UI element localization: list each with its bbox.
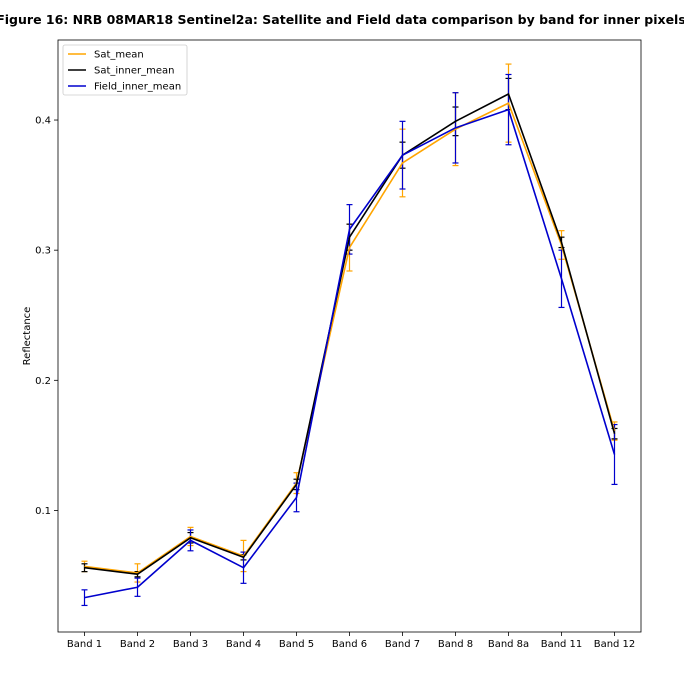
error-bar: [81, 589, 88, 607]
series-lines: [84, 93, 616, 599]
legend-item: Field_inner_mean: [68, 82, 181, 93]
x-tick-label: Band 1: [67, 639, 102, 650]
legend-item: Sat_mean: [68, 50, 144, 61]
legend-item: Sat_inner_mean: [68, 66, 174, 77]
series-line-Sat_inner_mean: [84, 93, 616, 576]
plot-frame: [57, 39, 642, 633]
x-tick-label: Band 3: [173, 639, 208, 650]
chart-title: Figure 16: NRB 08MAR18 Sentinel2a: Satel…: [0, 12, 684, 27]
y-tick-label: 0.1: [35, 506, 51, 517]
y-axis-label: Reflectance: [22, 307, 33, 366]
legend: Sat_mean Sat_inner_mean Field_inner_mean: [62, 44, 188, 96]
series-line-Sat_mean: [84, 102, 616, 574]
y-tick-label: 0.2: [35, 376, 51, 387]
x-tick-label: Band 8: [438, 639, 473, 650]
x-tick-label: Band 5: [279, 639, 314, 650]
series-line-Field_inner_mean: [84, 108, 616, 599]
legend-box: [62, 44, 188, 96]
legend-label: Sat_mean: [94, 50, 144, 61]
x-tick-label: Band 11: [541, 639, 583, 650]
y-axis: 0.1 0.2 0.3 0.4: [35, 116, 58, 517]
x-tick-label: Band 2: [120, 639, 155, 650]
x-tick-label: Band 7: [385, 639, 420, 650]
x-tick-label: Band 12: [594, 639, 636, 650]
y-tick-label: 0.4: [35, 116, 51, 127]
x-axis: Band 1 Band 2 Band 3 Band 4 Band 5 Band 6 Band…: [67, 632, 635, 650]
legend-label: Sat_inner_mean: [94, 66, 174, 77]
y-tick-label: 0.3: [35, 246, 51, 257]
legend-label: Field_inner_mean: [94, 82, 181, 93]
x-tick-label: Band 4: [226, 639, 261, 650]
x-tick-label: Band 8a: [488, 639, 529, 650]
x-tick-label: Band 6: [332, 639, 367, 650]
